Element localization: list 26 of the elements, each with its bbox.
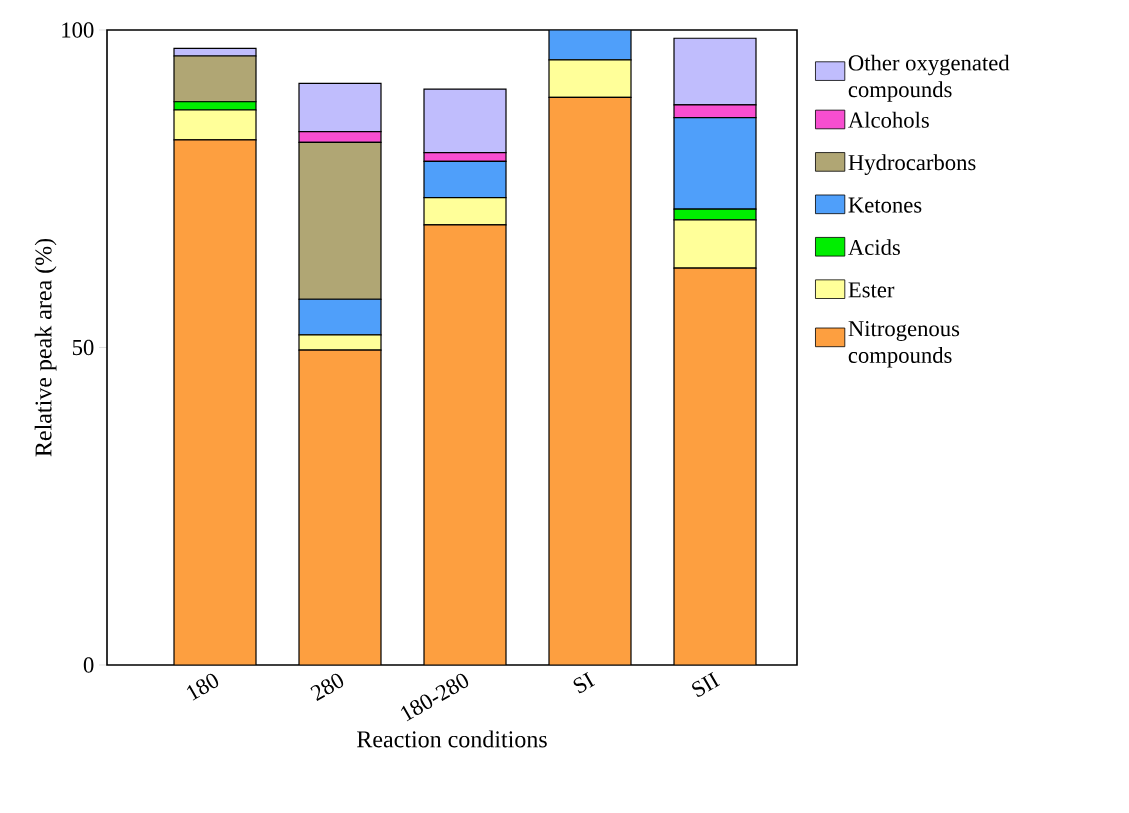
bar [299, 350, 381, 665]
y-tick-label: 0 [83, 657, 94, 673]
legend-label: Hydrocarbons [848, 154, 976, 175]
legend-label: Ketones [848, 197, 922, 213]
bar [174, 139, 257, 665]
legend-label: Alcohols [848, 111, 929, 128]
bar [298, 298, 382, 336]
x-tick-label: 180 [186, 673, 219, 701]
x-tick-label: SII [692, 671, 721, 698]
bar [423, 160, 507, 199]
bar [424, 224, 506, 665]
bar [673, 117, 757, 210]
legend-label: Ester [848, 282, 895, 298]
x-tick-label: SI [573, 671, 596, 694]
legend-label: Nitrogenous compounds [848, 321, 960, 368]
legend-label: Other oxygenated compounds [848, 54, 1010, 102]
bar [423, 197, 507, 226]
legend-label: Acids [848, 239, 900, 256]
y-axis-title: Relative peak area (%) [34, 238, 57, 457]
bar [548, 29, 632, 61]
bar [673, 267, 757, 665]
x-tick-label: 280 [310, 673, 344, 701]
x-axis-title: Reaction conditions [357, 730, 547, 748]
y-tick-label: 100 [62, 22, 94, 38]
y-tick-label: 50 [72, 339, 94, 356]
bar [549, 97, 632, 665]
